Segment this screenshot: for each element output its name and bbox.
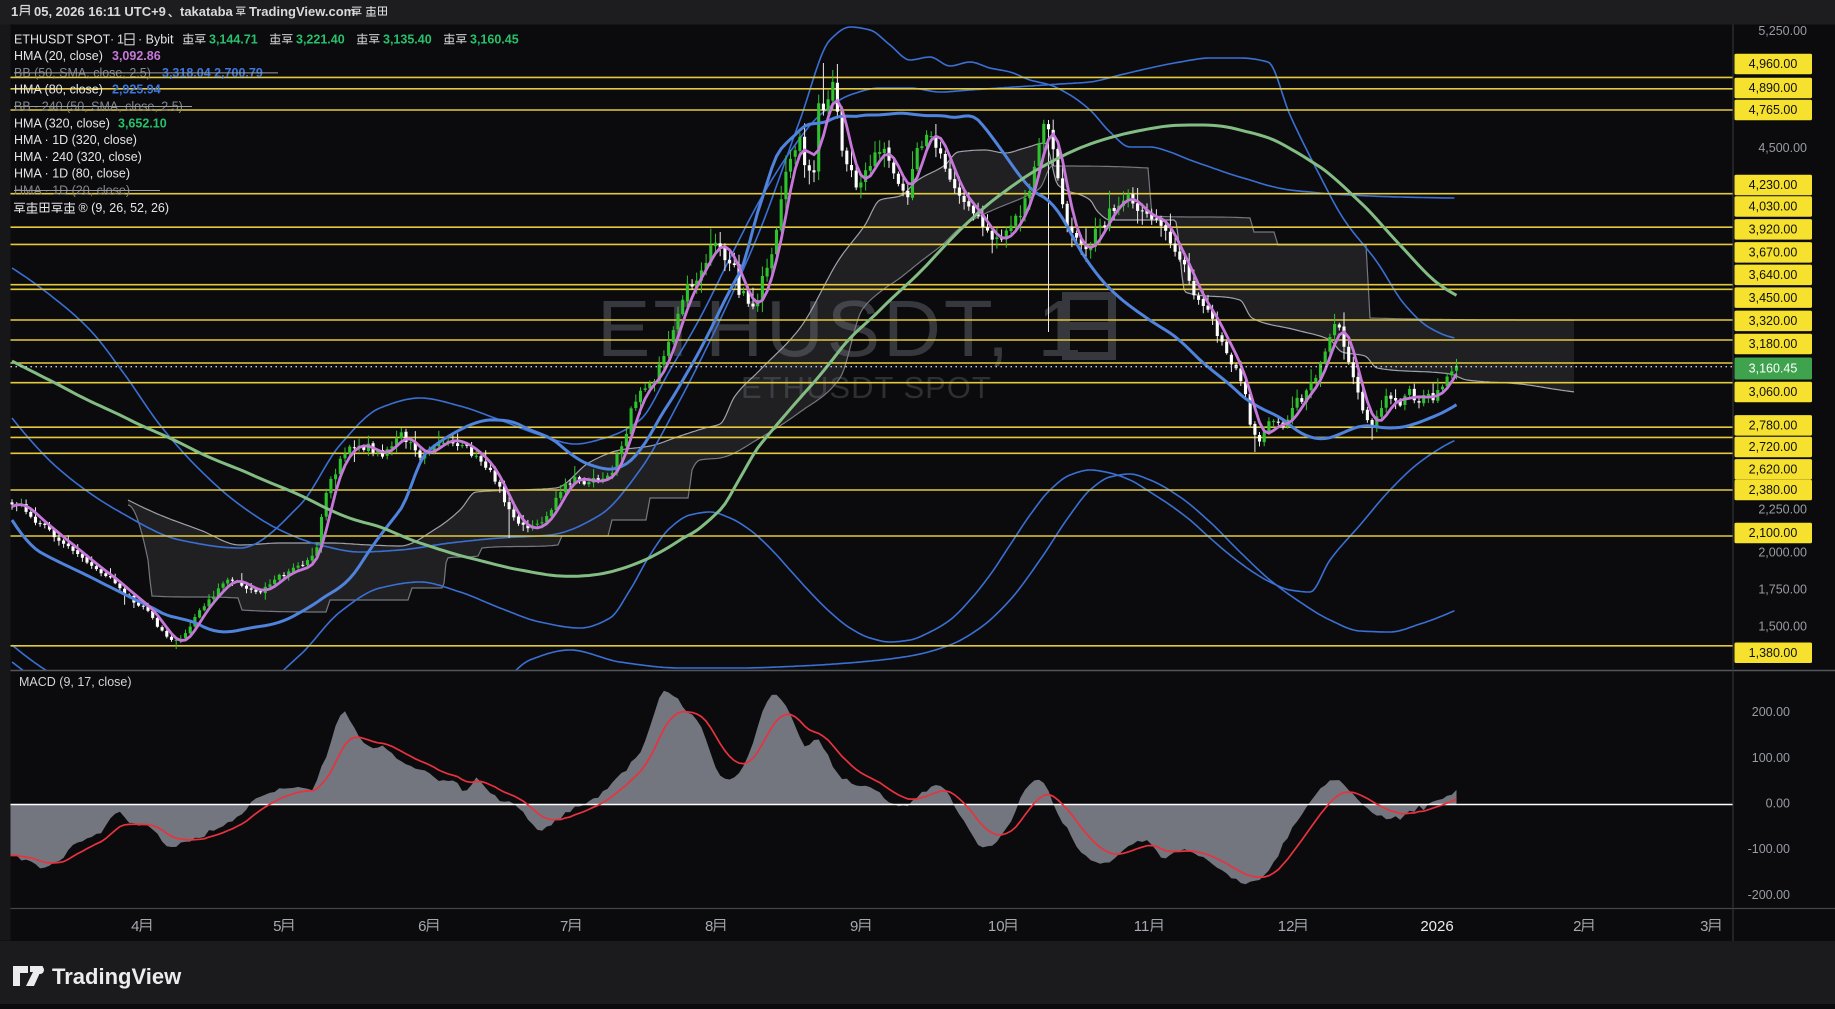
svg-text:4,890.00: 4,890.00 <box>1749 81 1798 95</box>
svg-text:6: 6 <box>418 918 426 935</box>
svg-text:TradingView: TradingView <box>52 964 182 989</box>
svg-text:-200.00: -200.00 <box>1748 888 1790 902</box>
svg-text:HMA (320, close): HMA (320, close) <box>14 116 110 130</box>
svg-text:3,640.00: 3,640.00 <box>1749 268 1798 282</box>
svg-text:3,320.00: 3,320.00 <box>1749 314 1798 328</box>
svg-text:ETHUSDT SPOT: ETHUSDT SPOT <box>14 32 111 46</box>
svg-text:、: 、 <box>168 7 179 19</box>
svg-text:3,221.40: 3,221.40 <box>296 32 345 46</box>
svg-text:3,135.40: 3,135.40 <box>383 32 432 46</box>
svg-text:1,380.00: 1,380.00 <box>1749 646 1798 660</box>
svg-text:HMA · 240 (320, close): HMA · 240 (320, close) <box>14 150 142 164</box>
svg-text:3,060.00: 3,060.00 <box>1749 385 1798 399</box>
svg-text:2,925.94: 2,925.94 <box>112 83 161 97</box>
svg-text:1,750.00: 1,750.00 <box>1758 583 1807 597</box>
svg-text:2,250.00: 2,250.00 <box>1758 503 1807 517</box>
svg-text:5: 5 <box>273 918 281 935</box>
svg-text:3,160.45: 3,160.45 <box>1749 362 1798 376</box>
svg-text:200.00: 200.00 <box>1752 705 1790 719</box>
svg-text:4: 4 <box>131 918 139 935</box>
svg-text:HMA · 1D (80, close): HMA · 1D (80, close) <box>14 167 130 181</box>
svg-text:1: 1 <box>117 32 124 46</box>
svg-text:2,620.00: 2,620.00 <box>1749 463 1798 477</box>
svg-text:MACD (9, 17, close): MACD (9, 17, close) <box>19 675 132 689</box>
svg-text:4,960.00: 4,960.00 <box>1749 57 1798 71</box>
svg-text:2026: 2026 <box>1420 918 1453 935</box>
svg-text:·: · <box>110 32 114 46</box>
svg-text:4,500.00: 4,500.00 <box>1758 141 1807 155</box>
svg-text:0.00: 0.00 <box>1766 797 1790 811</box>
svg-text:HMA · 1D (320, close): HMA · 1D (320, close) <box>14 133 137 147</box>
svg-text:11: 11 <box>1134 918 1150 935</box>
svg-text:10: 10 <box>988 918 1005 935</box>
svg-text:12: 12 <box>1278 918 1295 935</box>
svg-text:TradingView.com: TradingView.com <box>249 4 355 19</box>
svg-text:3: 3 <box>1700 918 1708 935</box>
svg-text:2: 2 <box>1573 918 1581 935</box>
svg-text:05, 2026 16:11 UTC+9: 05, 2026 16:11 UTC+9 <box>34 4 166 19</box>
svg-text:3,160.45: 3,160.45 <box>470 32 519 46</box>
svg-text:3,652.10: 3,652.10 <box>118 116 167 130</box>
svg-text:8: 8 <box>705 918 713 935</box>
svg-text:4,030.00: 4,030.00 <box>1749 200 1798 214</box>
svg-text:2,000.00: 2,000.00 <box>1758 546 1807 560</box>
svg-text:HMA (80, close): HMA (80, close) <box>14 83 103 97</box>
svg-text:5,250.00: 5,250.00 <box>1758 24 1807 38</box>
svg-text:3,670.00: 3,670.00 <box>1749 246 1798 260</box>
svg-text:· Bybit: · Bybit <box>138 32 174 46</box>
svg-text:2,780.00: 2,780.00 <box>1749 419 1798 433</box>
svg-text:7: 7 <box>560 918 568 935</box>
svg-text:takataba: takataba <box>180 4 234 19</box>
svg-text:1,500.00: 1,500.00 <box>1758 619 1807 633</box>
svg-text:3,920.00: 3,920.00 <box>1749 223 1798 237</box>
svg-text:3,450.00: 3,450.00 <box>1749 291 1798 305</box>
svg-text:HMA (20, close): HMA (20, close) <box>14 49 103 63</box>
svg-text:2,720.00: 2,720.00 <box>1749 440 1798 454</box>
svg-text:1: 1 <box>11 4 18 19</box>
svg-text:3,092.86: 3,092.86 <box>112 49 161 63</box>
svg-text:-100.00: -100.00 <box>1748 842 1790 856</box>
svg-text:3,180.00: 3,180.00 <box>1749 337 1798 351</box>
svg-text:ETHUSDT SPOT: ETHUSDT SPOT <box>741 370 992 405</box>
svg-text:® (9, 26, 52, 26): ® (9, 26, 52, 26) <box>79 201 170 215</box>
svg-text:2,380.00: 2,380.00 <box>1749 483 1798 497</box>
svg-text:100.00: 100.00 <box>1752 751 1790 765</box>
svg-text:3,144.71: 3,144.71 <box>209 32 258 46</box>
svg-text:9: 9 <box>850 918 858 935</box>
svg-text:4,765.00: 4,765.00 <box>1749 103 1798 117</box>
svg-text:4,230.00: 4,230.00 <box>1749 178 1798 192</box>
svg-text:2,100.00: 2,100.00 <box>1749 526 1798 540</box>
